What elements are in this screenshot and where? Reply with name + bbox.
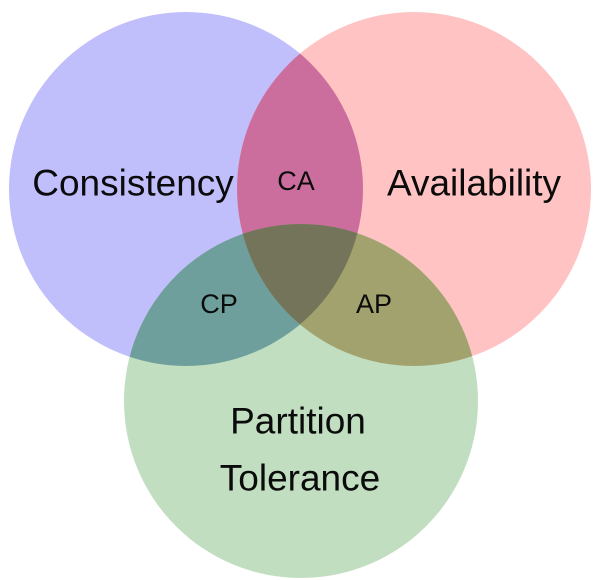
cp-overlap-label: CP [200,289,238,319]
ca-overlap-label: CA [277,166,315,196]
partition-tolerance-label-line1: Partition [230,401,366,442]
consistency-label: Consistency [32,163,234,204]
ap-overlap-label: AP [356,289,392,319]
cp-overlap-region [124,224,363,366]
ap-overlap-region [237,224,478,366]
availability-label: Availability [387,163,562,204]
partition-tolerance-label-line2: Tolerance [220,458,380,499]
